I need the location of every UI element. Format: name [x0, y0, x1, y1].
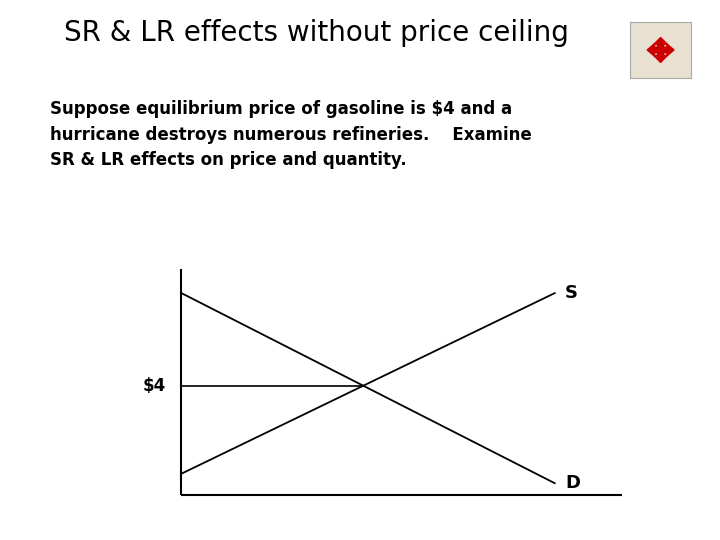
Text: Suppose equilibrium price of gasoline is $4 and a
hurricane destroys numerous re: Suppose equilibrium price of gasoline is…: [50, 100, 532, 170]
FancyArrow shape: [654, 50, 667, 63]
Text: $4: $4: [143, 377, 166, 395]
FancyArrow shape: [647, 44, 660, 56]
Text: D: D: [565, 474, 580, 492]
Text: SR & LR effects without price ceiling: SR & LR effects without price ceiling: [64, 19, 570, 47]
Text: S: S: [565, 284, 578, 302]
FancyArrow shape: [654, 37, 667, 50]
FancyArrow shape: [660, 44, 674, 56]
